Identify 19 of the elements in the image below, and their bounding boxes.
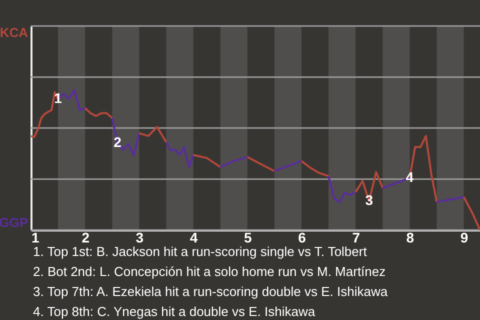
annotation: 3 bbox=[365, 192, 374, 208]
ref-line-label: KCA bbox=[0, 25, 29, 40]
x-tick-label: 5 bbox=[244, 230, 252, 246]
x-tick-label: 1 bbox=[32, 230, 40, 246]
x-tick-label: 7 bbox=[352, 230, 360, 246]
x-tick-label: 2 bbox=[82, 230, 90, 246]
x-tick-label: 3 bbox=[136, 230, 144, 246]
text: 1. Top 1st: B. Jackson hit a run-scoring single vs T. Tolbert bbox=[33, 244, 368, 259]
text: 3. Top 7th: A. Ezekiela hit a run-scoring double vs E. Ishikawa bbox=[33, 284, 388, 299]
x-tick-label: 8 bbox=[406, 230, 414, 246]
x-tick-label: 9 bbox=[460, 230, 468, 246]
annotation: 4 bbox=[406, 168, 414, 185]
ref-line-label: GGP bbox=[0, 215, 28, 230]
text: 4. Top 8th: C. Ynegas hit a double vs E. Ishikawa bbox=[33, 304, 316, 319]
x-tick-label: 6 bbox=[298, 230, 306, 246]
annotation: 1 bbox=[54, 90, 62, 106]
annotation: 2 bbox=[114, 134, 122, 150]
text: 2. Bot 2nd: L. Concepción hit a solo home run vs M. Martínez bbox=[33, 264, 386, 279]
x-tick-label: 4 bbox=[190, 230, 198, 246]
